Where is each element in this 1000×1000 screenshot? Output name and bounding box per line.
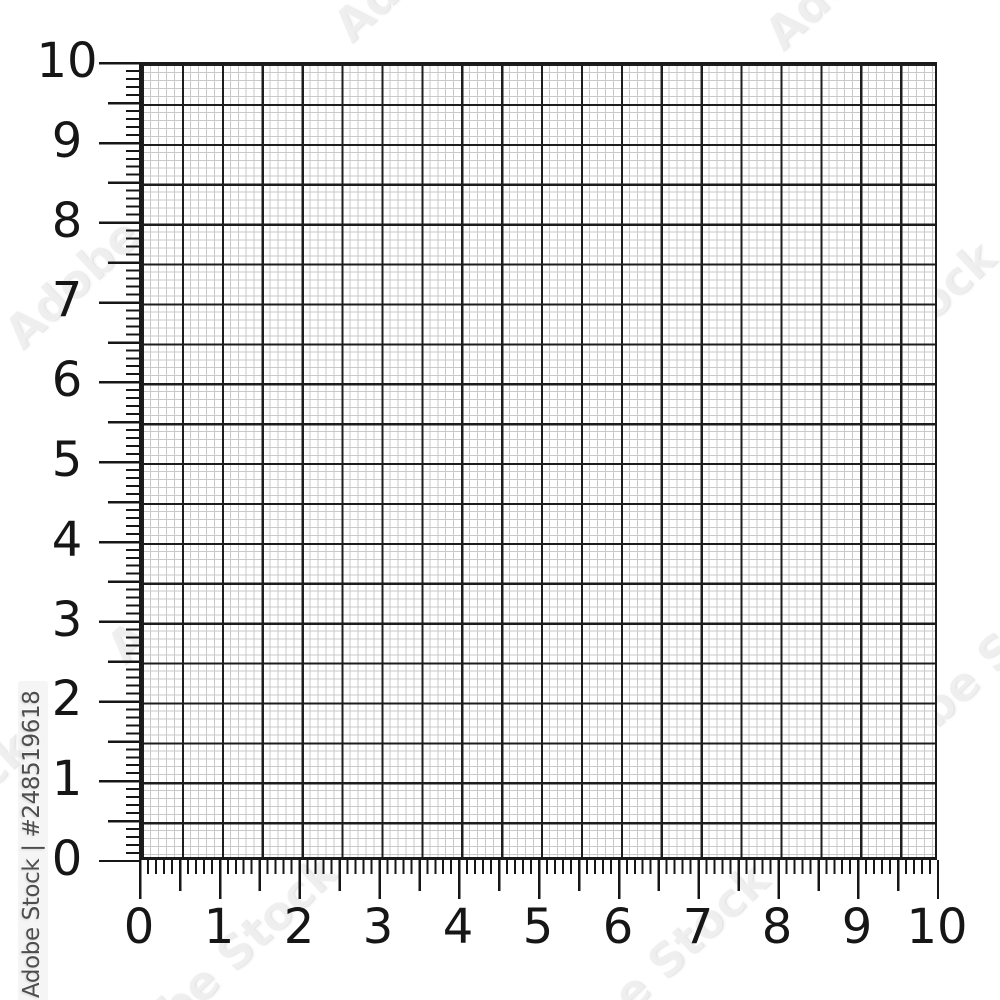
y-axis-ruler-ticks — [99, 62, 139, 862]
x-axis-tick-label: 2 — [283, 899, 315, 955]
stock-id-watermark: Adobe Stock | #248519618 — [18, 680, 48, 1000]
adobe-stock-watermark-text: Adobe Stock — [812, 976, 1000, 1000]
x-axis-tick-label: 0 — [123, 899, 155, 955]
x-axis-tick-label: 4 — [442, 899, 474, 955]
y-axis-tick-label: 7 — [51, 272, 83, 329]
x-axis-tick-label: 8 — [761, 899, 793, 955]
x-axis-tick-label: 6 — [602, 899, 634, 955]
graph-paper-grid — [139, 62, 937, 860]
y-axis-tick-label: 4 — [51, 512, 83, 569]
y-axis-tick-label: 1 — [51, 751, 83, 808]
x-axis-tick-label: 7 — [682, 899, 714, 955]
x-axis-ruler-ticks — [139, 860, 939, 902]
y-axis-tick-label: 5 — [51, 432, 83, 489]
adobe-stock-watermark-text: Adobe Stock — [323, 0, 597, 52]
x-axis-tick-label: 3 — [362, 899, 394, 955]
x-axis-tick-label: 10 — [906, 899, 968, 955]
x-axis-tick-label: 9 — [841, 899, 873, 955]
y-axis-tick-label: 8 — [51, 193, 83, 250]
y-axis-tick-label: 10 — [36, 33, 98, 90]
x-axis-tick-label: 1 — [203, 899, 235, 955]
y-axis-tick-label: 6 — [51, 352, 83, 409]
y-axis-tick-label: 2 — [51, 671, 83, 728]
y-axis-tick-label: 3 — [51, 592, 83, 649]
y-axis-tick-label: 0 — [51, 831, 83, 888]
adobe-stock-watermark-text: Adobe Stock — [754, 0, 1000, 60]
y-axis-tick-label: 9 — [51, 113, 83, 170]
x-axis-tick-label: 5 — [522, 899, 554, 955]
